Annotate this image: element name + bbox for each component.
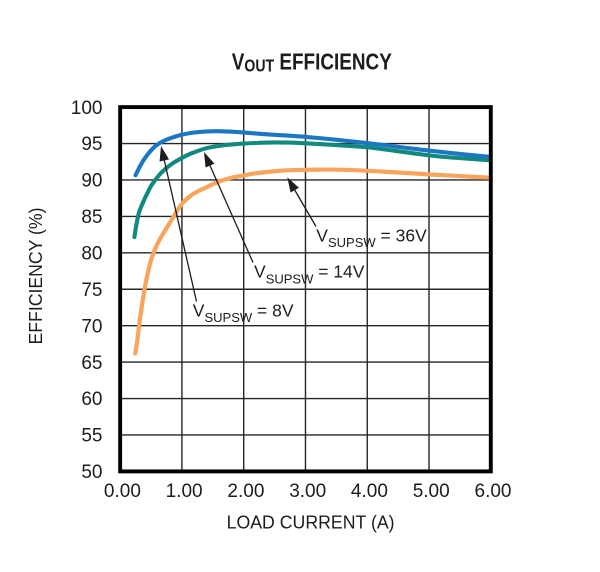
svg-text:1.00: 1.00 — [166, 481, 203, 502]
svg-text:2.00: 2.00 — [227, 481, 264, 502]
svg-text:4.00: 4.00 — [351, 481, 388, 502]
svg-text:5.00: 5.00 — [413, 481, 450, 502]
svg-text:LOAD CURRENT (A): LOAD CURRENT (A) — [227, 512, 395, 533]
svg-text:80: 80 — [81, 244, 102, 265]
svg-text:3.00: 3.00 — [289, 481, 326, 502]
svg-text:100: 100 — [71, 98, 103, 119]
svg-text:85: 85 — [81, 207, 102, 228]
svg-text:0.00: 0.00 — [104, 481, 141, 502]
svg-text:70: 70 — [81, 316, 102, 337]
svg-text:55: 55 — [81, 426, 102, 447]
svg-text:95: 95 — [81, 134, 102, 155]
svg-text:50: 50 — [81, 462, 102, 483]
svg-text:6.00: 6.00 — [475, 481, 512, 502]
svg-text:VOUT EFFICIENCY: VOUT EFFICIENCY — [232, 48, 392, 76]
svg-text:90: 90 — [81, 171, 102, 192]
svg-text:65: 65 — [81, 353, 102, 374]
svg-text:60: 60 — [81, 389, 102, 410]
svg-text:EFFICIENCY (%): EFFICIENCY (%) — [25, 208, 46, 345]
svg-text:75: 75 — [81, 280, 102, 301]
